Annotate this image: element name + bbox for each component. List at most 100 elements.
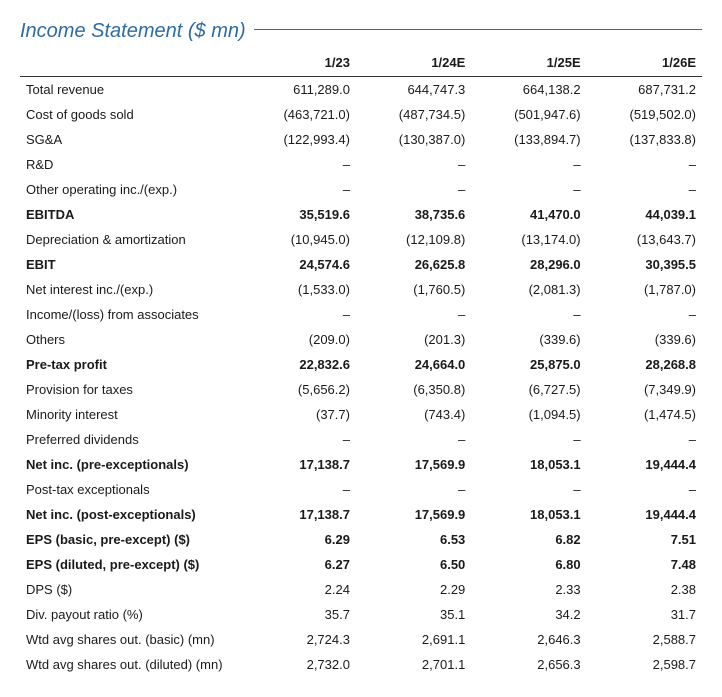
row-value: (463,721.0) <box>241 102 356 127</box>
row-label: Wtd avg shares out. (diluted) (mn) <box>20 652 241 677</box>
row-value: 2,598.7 <box>587 652 702 677</box>
row-label: Other operating inc./(exp.) <box>20 177 241 202</box>
row-value: – <box>241 477 356 502</box>
row-value: – <box>587 427 702 452</box>
row-label: SG&A <box>20 127 241 152</box>
col-header: 1/23 <box>241 51 356 77</box>
row-label: Income/(loss) from associates <box>20 302 241 327</box>
table-row: R&D–––– <box>20 152 702 177</box>
row-value: – <box>471 477 586 502</box>
row-value: 2,646.3 <box>471 627 586 652</box>
row-value: 2,732.0 <box>241 652 356 677</box>
row-value: 28,296.0 <box>471 252 586 277</box>
row-value: 17,569.9 <box>356 452 471 477</box>
table-row: Minority interest(37.7)(743.4)(1,094.5)(… <box>20 402 702 427</box>
row-label: Total revenue <box>20 77 241 103</box>
table-header-row: 1/23 1/24E 1/25E 1/26E <box>20 51 702 77</box>
row-value: 6.82 <box>471 527 586 552</box>
row-value: 35.7 <box>241 602 356 627</box>
row-value: – <box>587 302 702 327</box>
row-label: Wtd avg shares out. (basic) (mn) <box>20 627 241 652</box>
row-value: (7,349.9) <box>587 377 702 402</box>
row-value: – <box>471 177 586 202</box>
row-value: – <box>471 302 586 327</box>
row-value: 611,289.0 <box>241 77 356 103</box>
table-row: Income/(loss) from associates–––– <box>20 302 702 327</box>
row-label: EBITDA <box>20 202 241 227</box>
row-value: (1,760.5) <box>356 277 471 302</box>
row-value: 687,731.2 <box>587 77 702 103</box>
row-value: 2,691.1 <box>356 627 471 652</box>
row-value: (501,947.6) <box>471 102 586 127</box>
row-value: 25,875.0 <box>471 352 586 377</box>
col-header: 1/25E <box>471 51 586 77</box>
row-value: 2,656.3 <box>471 652 586 677</box>
table-row: Pre-tax profit22,832.624,664.025,875.028… <box>20 352 702 377</box>
row-label: Depreciation & amortization <box>20 227 241 252</box>
row-value: 6.27 <box>241 552 356 577</box>
row-value: (13,643.7) <box>587 227 702 252</box>
table-row: Net inc. (post-exceptionals)17,138.717,5… <box>20 502 702 527</box>
row-label: Net inc. (pre-exceptionals) <box>20 452 241 477</box>
col-header: 1/26E <box>587 51 702 77</box>
row-value: 17,138.7 <box>241 502 356 527</box>
row-value: 17,138.7 <box>241 452 356 477</box>
row-value: (1,787.0) <box>587 277 702 302</box>
row-value: 24,574.6 <box>241 252 356 277</box>
table-row: Wtd avg shares out. (basic) (mn)2,724.32… <box>20 627 702 652</box>
row-value: (1,474.5) <box>587 402 702 427</box>
row-value: 2,588.7 <box>587 627 702 652</box>
row-value: – <box>241 427 356 452</box>
row-value: 30,395.5 <box>587 252 702 277</box>
table-row: Provision for taxes(5,656.2)(6,350.8)(6,… <box>20 377 702 402</box>
table-row: EPS (basic, pre-except) ($)6.296.536.827… <box>20 527 702 552</box>
row-value: 44,039.1 <box>587 202 702 227</box>
row-value: (13,174.0) <box>471 227 586 252</box>
row-value: – <box>241 152 356 177</box>
table-row: EBIT24,574.626,625.828,296.030,395.5 <box>20 252 702 277</box>
table-row: Preferred dividends–––– <box>20 427 702 452</box>
row-value: (130,387.0) <box>356 127 471 152</box>
row-value: 7.48 <box>587 552 702 577</box>
row-label: EBIT <box>20 252 241 277</box>
table-row: EPS (diluted, pre-except) ($)6.276.506.8… <box>20 552 702 577</box>
table-row: Other operating inc./(exp.)–––– <box>20 177 702 202</box>
table-row: Wtd avg shares out. (diluted) (mn)2,732.… <box>20 652 702 677</box>
row-value: 28,268.8 <box>587 352 702 377</box>
col-header <box>20 51 241 77</box>
row-label: DPS ($) <box>20 577 241 602</box>
row-value: – <box>587 152 702 177</box>
row-value: (6,350.8) <box>356 377 471 402</box>
row-value: 34.2 <box>471 602 586 627</box>
row-value: 2,701.1 <box>356 652 471 677</box>
row-value: 17,569.9 <box>356 502 471 527</box>
income-statement-table: 1/23 1/24E 1/25E 1/26E Total revenue611,… <box>20 51 702 677</box>
row-value: 19,444.4 <box>587 502 702 527</box>
row-value: – <box>241 177 356 202</box>
row-value: 7.51 <box>587 527 702 552</box>
row-value: (37.7) <box>241 402 356 427</box>
table-row: Others(209.0)(201.3)(339.6)(339.6) <box>20 327 702 352</box>
row-value: 22,832.6 <box>241 352 356 377</box>
row-value: 38,735.6 <box>356 202 471 227</box>
row-label: Net interest inc./(exp.) <box>20 277 241 302</box>
row-value: (339.6) <box>471 327 586 352</box>
table-row: SG&A(122,993.4)(130,387.0)(133,894.7)(13… <box>20 127 702 152</box>
table-row: DPS ($)2.242.292.332.38 <box>20 577 702 602</box>
row-value: (519,502.0) <box>587 102 702 127</box>
row-value: 6.29 <box>241 527 356 552</box>
row-value: 35.1 <box>356 602 471 627</box>
row-value: (10,945.0) <box>241 227 356 252</box>
row-value: 2.29 <box>356 577 471 602</box>
row-value: (1,094.5) <box>471 402 586 427</box>
table-row: EBITDA35,519.638,735.641,470.044,039.1 <box>20 202 702 227</box>
table-row: Post-tax exceptionals–––– <box>20 477 702 502</box>
table-row: Total revenue611,289.0644,747.3664,138.2… <box>20 77 702 103</box>
table-row: Div. payout ratio (%)35.735.134.231.7 <box>20 602 702 627</box>
row-value: 19,444.4 <box>587 452 702 477</box>
table-row: Cost of goods sold(463,721.0)(487,734.5)… <box>20 102 702 127</box>
row-value: – <box>356 477 471 502</box>
row-value: – <box>356 427 471 452</box>
row-value: 41,470.0 <box>471 202 586 227</box>
row-value: – <box>587 177 702 202</box>
